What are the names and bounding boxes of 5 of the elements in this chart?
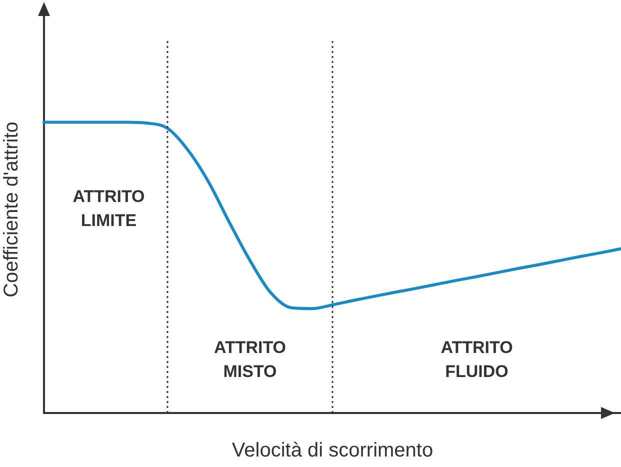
annotation: ATTRITO FLUIDO [440, 338, 513, 381]
x-axis-title: Velocità di scorrimento [232, 440, 434, 462]
y-axis-title: Coefficiente d'attrito [0, 122, 23, 298]
annotation: ATTRITO LIMITE [72, 187, 145, 230]
annotation: ATTRITO MISTO [214, 338, 286, 381]
